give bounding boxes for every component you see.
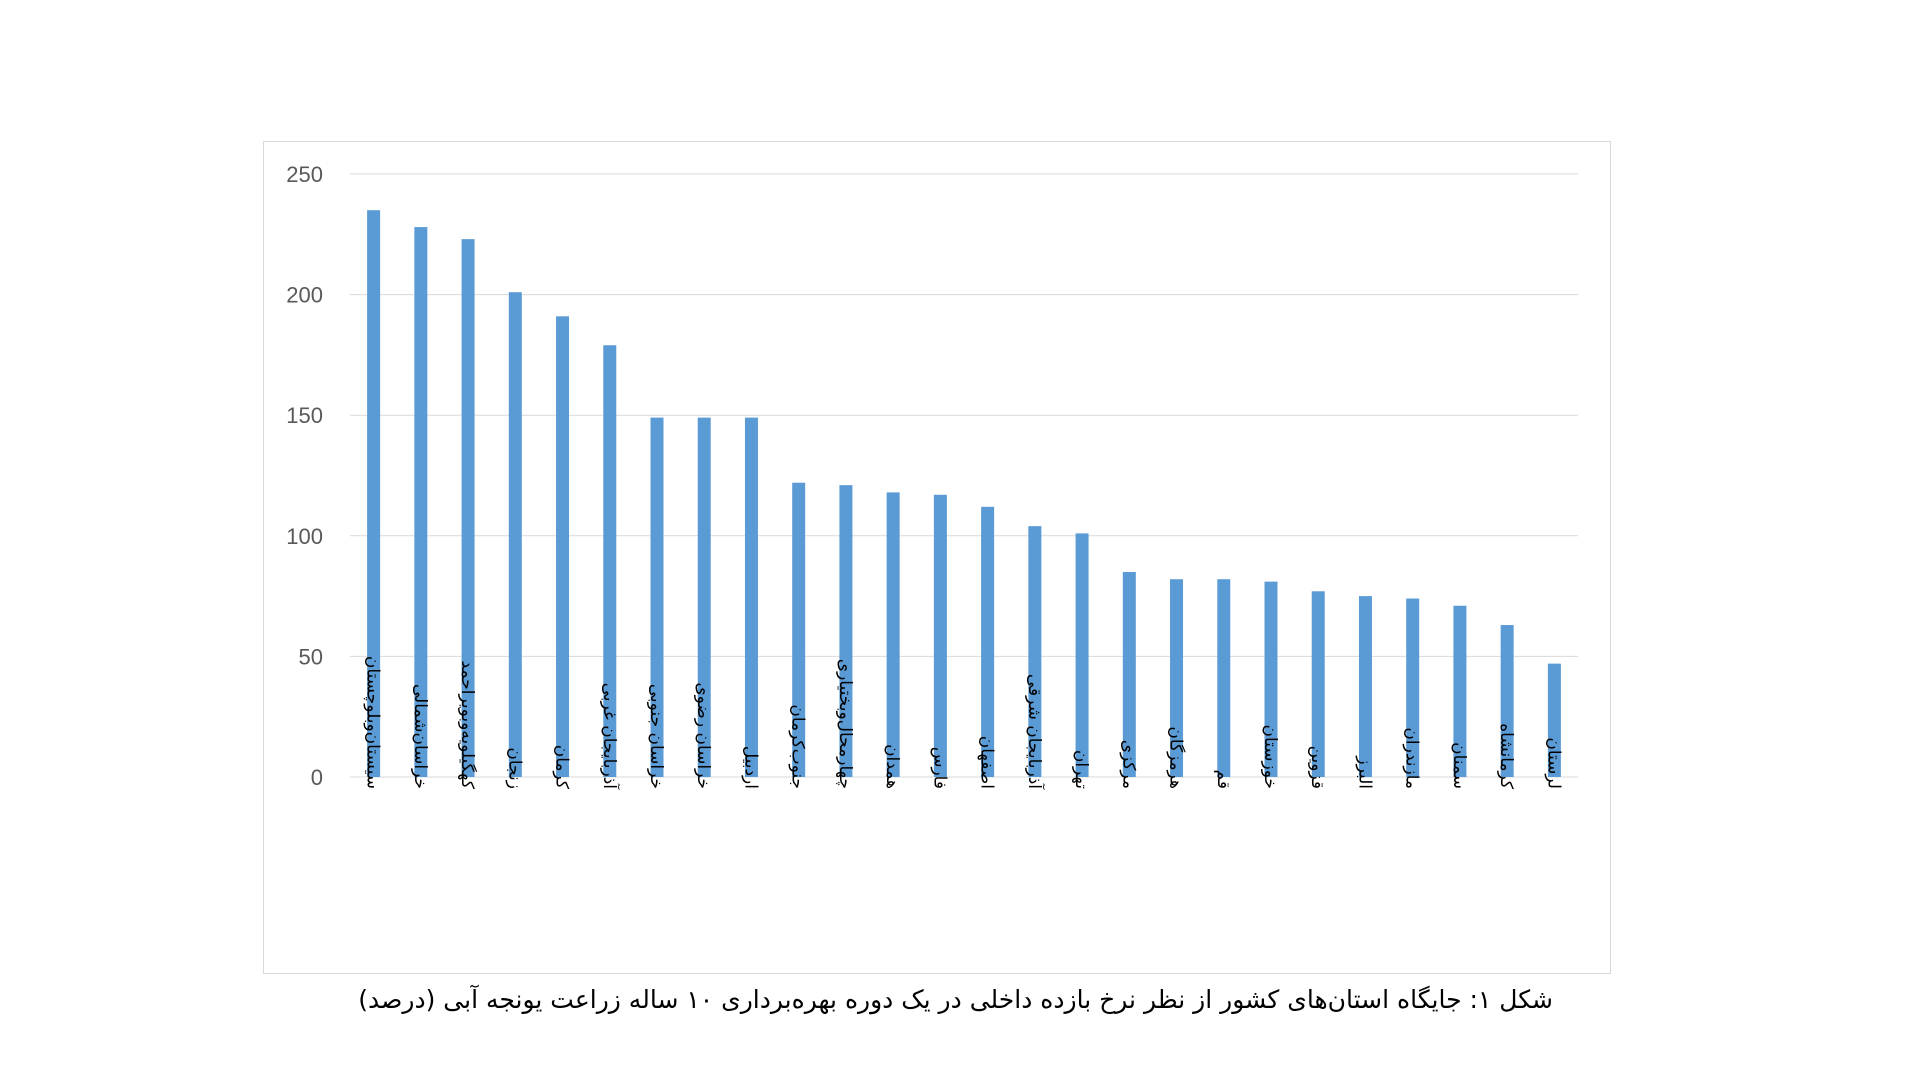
bar bbox=[744, 417, 758, 777]
category-label: اصفهان bbox=[977, 736, 997, 789]
y-tick-label: 250 bbox=[286, 162, 323, 187]
category-label: مرکزی bbox=[1118, 740, 1138, 789]
category-label: کرمانشاه bbox=[1496, 723, 1516, 790]
bar bbox=[367, 210, 381, 777]
bar bbox=[933, 494, 947, 777]
bar bbox=[603, 345, 617, 777]
y-tick-label: 200 bbox=[286, 283, 323, 308]
bar bbox=[1122, 571, 1136, 777]
bar bbox=[1264, 581, 1278, 777]
bar bbox=[1500, 625, 1514, 777]
category-label: سیستان‌وبلوچستان bbox=[363, 656, 383, 789]
category-label: کهگیلویه‌وبویراحمد bbox=[457, 660, 478, 789]
category-label: خوزستان bbox=[1260, 724, 1280, 789]
category-label: قم bbox=[1213, 770, 1233, 789]
bar bbox=[1217, 579, 1231, 777]
category-label: کرمان bbox=[552, 745, 572, 790]
category-label: جنوب‌کرمان bbox=[788, 704, 808, 789]
bar bbox=[981, 506, 995, 777]
bar bbox=[1028, 526, 1042, 777]
category-label: سمنان bbox=[1449, 742, 1469, 789]
bar bbox=[1453, 605, 1467, 777]
category-label: فارس bbox=[929, 747, 949, 789]
category-label: آذربایجان شرقی bbox=[1024, 674, 1046, 790]
bar bbox=[508, 292, 522, 777]
bar bbox=[697, 417, 711, 777]
category-label: هرمزگان bbox=[1166, 726, 1187, 789]
bar bbox=[792, 482, 806, 777]
bar bbox=[461, 239, 475, 777]
category-label: خراسان‌شمالی bbox=[410, 684, 430, 789]
category-label: تهران bbox=[1071, 750, 1091, 789]
category-label: چهارمحال‌وبختیاری bbox=[835, 659, 855, 789]
category-label: اردبیل bbox=[740, 746, 760, 789]
category-label: همدان bbox=[882, 744, 902, 789]
category-label: خراسان رضوی bbox=[693, 682, 713, 789]
category-label: زنجان bbox=[504, 747, 524, 789]
bar bbox=[414, 227, 428, 778]
category-label: قزوین bbox=[1307, 746, 1327, 789]
bar bbox=[650, 417, 664, 777]
bar bbox=[1075, 533, 1089, 777]
bar bbox=[1358, 596, 1372, 777]
category-label: مازندران bbox=[1402, 727, 1422, 789]
category-label: البرز bbox=[1354, 755, 1374, 789]
category-label: لرستان bbox=[1543, 737, 1563, 789]
category-label: خراسان جنوبی bbox=[646, 684, 666, 789]
bar bbox=[886, 492, 900, 777]
bar bbox=[1311, 591, 1325, 777]
y-tick-label: 50 bbox=[299, 644, 323, 669]
figure-caption: شکل ۱: جایگاه استان‌های کشور از نظر نرخ … bbox=[358, 985, 1553, 1014]
bar bbox=[839, 485, 853, 777]
y-tick-label: 0 bbox=[311, 765, 323, 790]
y-tick-label: 100 bbox=[286, 524, 323, 549]
bar bbox=[556, 316, 570, 777]
category-label: آذربایجان غربی bbox=[599, 683, 621, 791]
bar bbox=[1547, 663, 1561, 777]
bar bbox=[1170, 579, 1184, 777]
y-tick-label: 150 bbox=[286, 403, 323, 428]
bar bbox=[1406, 598, 1420, 777]
